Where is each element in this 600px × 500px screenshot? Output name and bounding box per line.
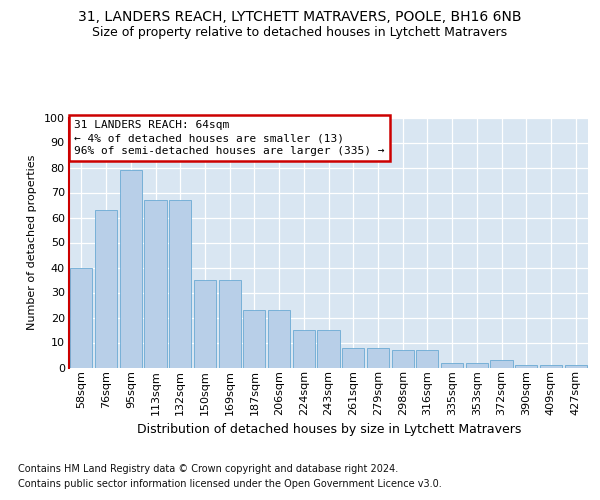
Bar <box>367 348 389 368</box>
Bar <box>392 350 414 368</box>
Bar <box>466 362 488 368</box>
Bar <box>565 365 587 368</box>
Bar <box>317 330 340 368</box>
Text: Contains public sector information licensed under the Open Government Licence v3: Contains public sector information licen… <box>18 479 442 489</box>
Bar <box>169 200 191 368</box>
Bar <box>119 170 142 368</box>
Bar <box>441 362 463 368</box>
Bar <box>218 280 241 368</box>
Bar <box>515 365 538 368</box>
Bar <box>416 350 439 368</box>
Y-axis label: Number of detached properties: Number of detached properties <box>27 155 37 330</box>
Text: Contains HM Land Registry data © Crown copyright and database right 2024.: Contains HM Land Registry data © Crown c… <box>18 464 398 474</box>
Bar <box>490 360 512 368</box>
Bar <box>145 200 167 368</box>
Bar <box>342 348 364 368</box>
Bar <box>268 310 290 368</box>
Bar <box>95 210 117 368</box>
Bar <box>293 330 315 368</box>
Text: 31 LANDERS REACH: 64sqm
← 4% of detached houses are smaller (13)
96% of semi-det: 31 LANDERS REACH: 64sqm ← 4% of detached… <box>74 120 385 156</box>
Bar <box>194 280 216 368</box>
Text: 31, LANDERS REACH, LYTCHETT MATRAVERS, POOLE, BH16 6NB: 31, LANDERS REACH, LYTCHETT MATRAVERS, P… <box>78 10 522 24</box>
Text: Size of property relative to detached houses in Lytchett Matravers: Size of property relative to detached ho… <box>92 26 508 39</box>
Bar <box>70 268 92 368</box>
Bar <box>243 310 265 368</box>
Bar <box>540 365 562 368</box>
Text: Distribution of detached houses by size in Lytchett Matravers: Distribution of detached houses by size … <box>137 422 521 436</box>
